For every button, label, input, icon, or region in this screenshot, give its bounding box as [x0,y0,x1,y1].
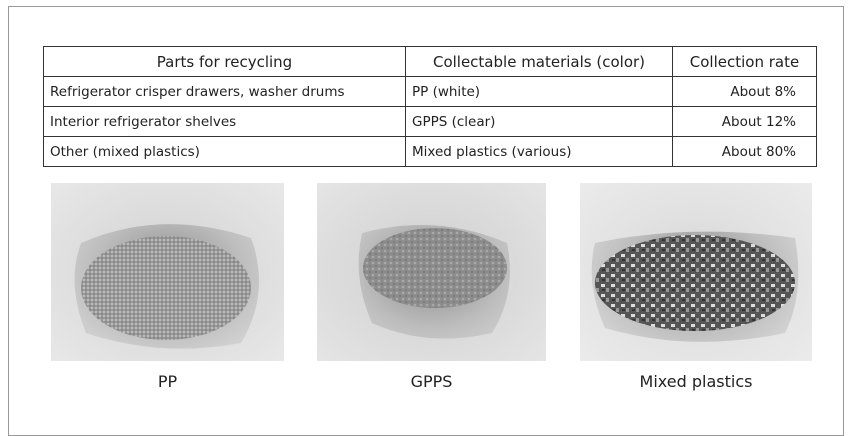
header-cell: Parts for recycling [44,47,406,77]
photo-pp [51,183,284,361]
recycling-table: Parts for recycling Collectable material… [43,46,817,167]
photo-mixed [580,183,812,361]
row: Refrigerator crisper drawers, washer dru… [44,77,817,107]
caption: Mixed plastics [580,372,812,391]
cell: GPPS (clear) [406,107,673,137]
cell: Other (mixed plastics) [44,137,406,167]
header-cell: Collection rate [673,47,817,77]
header-row: Parts for recycling Collectable material… [44,47,817,77]
row: Other (mixed plastics) Mixed plastics (v… [44,137,817,167]
cell: Refrigerator crisper drawers, washer dru… [44,77,406,107]
photo-gpps [317,183,546,361]
header-cell: Collectable materials (color) [406,47,673,77]
row: Interior refrigerator shelves GPPS (clea… [44,107,817,137]
cell: About 12% [673,107,817,137]
caption: GPPS [317,372,546,391]
cell: Mixed plastics (various) [406,137,673,167]
cell: About 80% [673,137,817,167]
cell: About 8% [673,77,817,107]
cell: PP (white) [406,77,673,107]
caption: PP [51,372,284,391]
page: Parts for recycling Collectable material… [0,0,854,428]
cell: Interior refrigerator shelves [44,107,406,137]
